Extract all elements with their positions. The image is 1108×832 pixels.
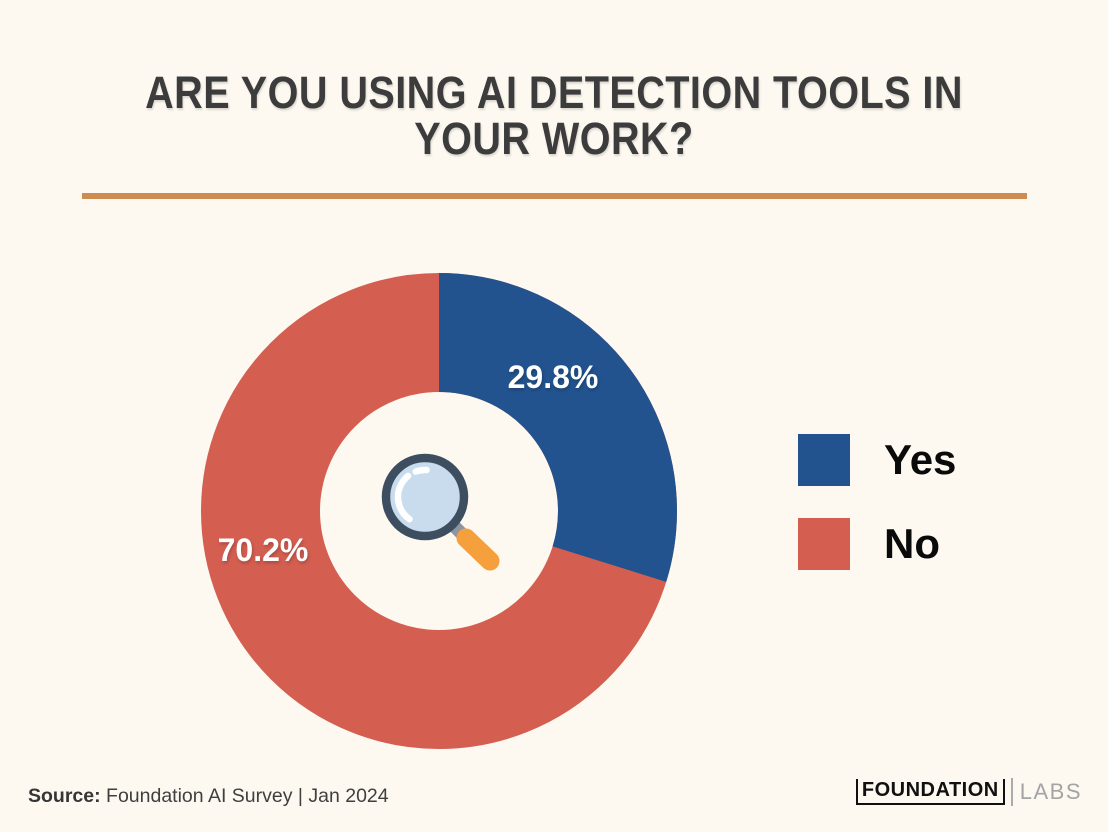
slice-label-yes: 29.8% [508,359,599,395]
logo-secondary-text: LABS [1019,779,1082,804]
legend-item-no: No [798,518,956,570]
source-text: Foundation AI Survey | Jan 2024 [100,785,389,807]
legend-swatch-no [798,518,850,570]
legend-swatch-yes [798,434,850,486]
source-line: Source: Foundation AI Survey | Jan 2024 [28,785,389,808]
donut-chart: 29.8% 70.2% [201,273,677,749]
logo-primary-text: FOUNDATION [855,779,1005,805]
source-label: Source: [28,785,101,807]
donut-segment-yes [201,273,677,749]
magnifier-highlight-short [394,466,456,528]
title-divider [82,193,1027,199]
title-line-1: ARE YOU USING AI DETECTION TOOLS IN [145,67,963,118]
magnifying-glass-icon [381,453,500,571]
chart-legend: Yes No [798,434,956,570]
logo-divider [1010,778,1013,806]
magnifier-handle [456,528,500,571]
legend-label-no: No [884,520,940,567]
magnifier-highlight-long [394,466,456,528]
legend-item-yes: Yes [798,434,956,486]
page-title: ARE YOU USING AI DETECTION TOOLS IN YOUR… [0,70,1108,162]
brand-logo: FOUNDATION LABS [855,778,1082,806]
legend-label-yes: Yes [884,436,957,483]
slice-label-no: 70.2% [218,532,309,568]
title-line-2: YOUR WORK? [414,113,694,164]
